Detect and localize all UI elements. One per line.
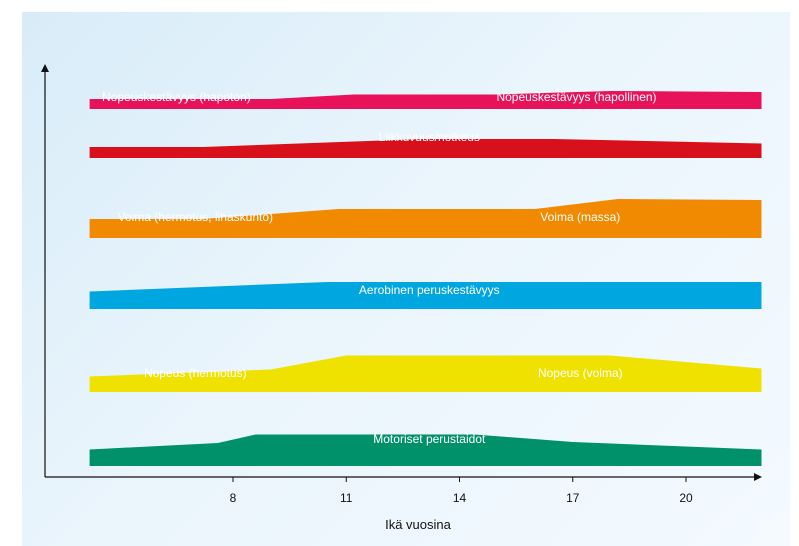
- band-label-speed-0: Nopeus (hermotus): [144, 366, 247, 380]
- band-label-strength-1: Voima (massa): [540, 210, 620, 224]
- x-tick-label-17: 17: [566, 491, 580, 505]
- age-development-chart: Nopeuskestävyys (hapoton) Nopeuskestävyys…: [41, 64, 762, 532]
- band-label-motor-skills-0: Motoriset perustaidot: [373, 432, 486, 446]
- x-axis-arrow-icon: [754, 473, 762, 481]
- x-axis-title: Ikä vuosina: [385, 517, 452, 532]
- band-mobility: [89, 139, 762, 158]
- x-tick-label-20: 20: [679, 491, 693, 505]
- y-axis-arrow-icon: [41, 64, 49, 72]
- band-speed: [89, 355, 762, 392]
- band-strength: [89, 199, 762, 238]
- band-label-speed-1: Nopeus (voima): [538, 366, 623, 380]
- x-tick-label-14: 14: [453, 491, 467, 505]
- x-tick-label-8: 8: [230, 491, 237, 505]
- chart-frame: Nopeuskestävyys (hapoton) Nopeuskestävyys…: [22, 12, 790, 546]
- band-speed-endurance: [89, 91, 762, 109]
- band-motor-skills: [89, 434, 762, 466]
- band-label-mobility-0: Liikkuvuus/notkeus: [379, 130, 480, 144]
- band-label-speed-endurance-1: Nopeuskestävyys (hapollinen): [496, 90, 656, 104]
- band-aerobic: [89, 282, 762, 309]
- band-label-speed-endurance-0: Nopeuskestävyys (hapoton): [102, 90, 251, 104]
- x-tick-label-11: 11: [340, 491, 353, 505]
- band-label-strength-0: Voima (hermotus, lihaskunto): [118, 210, 273, 224]
- band-label-aerobic-0: Aerobinen peruskestävyys: [359, 283, 500, 297]
